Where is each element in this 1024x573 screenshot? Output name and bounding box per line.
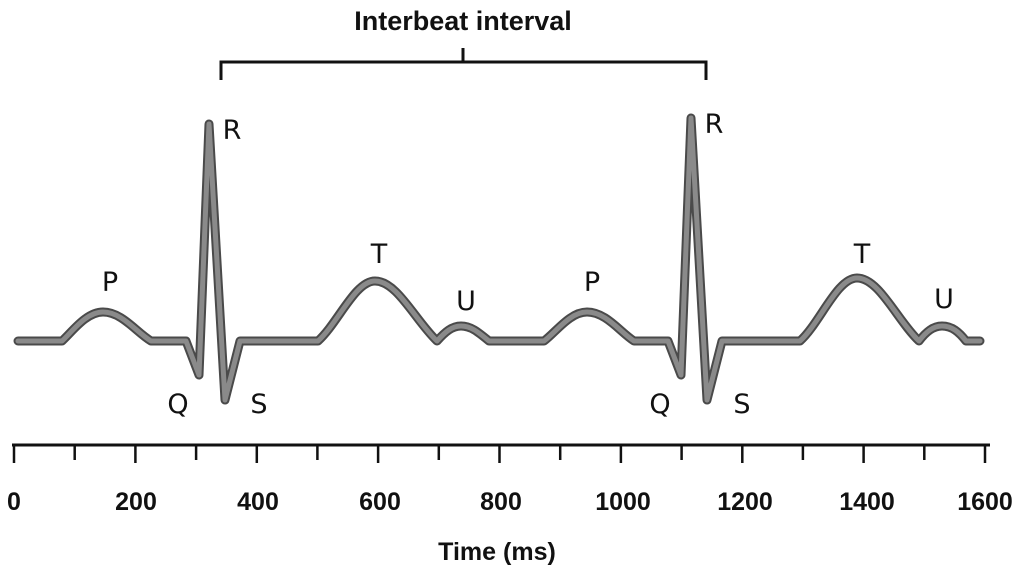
- tick-label-1200: 1200: [717, 488, 773, 516]
- tick-label-600: 600: [359, 488, 401, 516]
- p-wave-label: P: [102, 267, 118, 298]
- interbeat-interval-bracket: [219, 48, 708, 80]
- u-wave-label: U: [456, 286, 476, 317]
- time-axis-tick-labels: 0 200 400 600 800 1000 1200 1400 1600: [7, 488, 1013, 516]
- ecg-trace-outline: [13, 113, 985, 405]
- tick-label-1600: 1600: [957, 488, 1013, 516]
- time-axis-ticks: [12, 445, 987, 463]
- s-wave-label: S: [250, 389, 267, 420]
- tick-label-200: 200: [115, 488, 157, 516]
- p-wave-label: P: [584, 267, 600, 298]
- tick-label-0: 0: [7, 488, 21, 516]
- x-axis-title: Time (ms): [438, 538, 556, 566]
- tick-label-800: 800: [480, 488, 522, 516]
- s-wave-label: S: [733, 389, 750, 420]
- tick-label-400: 400: [237, 488, 279, 516]
- t-wave-label: T: [370, 239, 388, 270]
- ecg-trace: [13, 113, 985, 405]
- r-wave-label: R: [705, 109, 724, 140]
- q-wave-label: Q: [649, 389, 670, 420]
- interbeat-interval-title: Interbeat interval: [354, 6, 572, 36]
- u-wave-label: U: [934, 284, 954, 315]
- tick-label-1000: 1000: [595, 488, 651, 516]
- time-axis: 0 200 400 600 800 1000 1200 1400 1600 Ti…: [7, 443, 1013, 566]
- ecg-trace-line: [15, 115, 983, 403]
- tick-label-1400: 1400: [839, 488, 895, 516]
- r-wave-label: R: [223, 115, 242, 146]
- t-wave-label: T: [853, 239, 871, 270]
- q-wave-label: Q: [167, 389, 188, 420]
